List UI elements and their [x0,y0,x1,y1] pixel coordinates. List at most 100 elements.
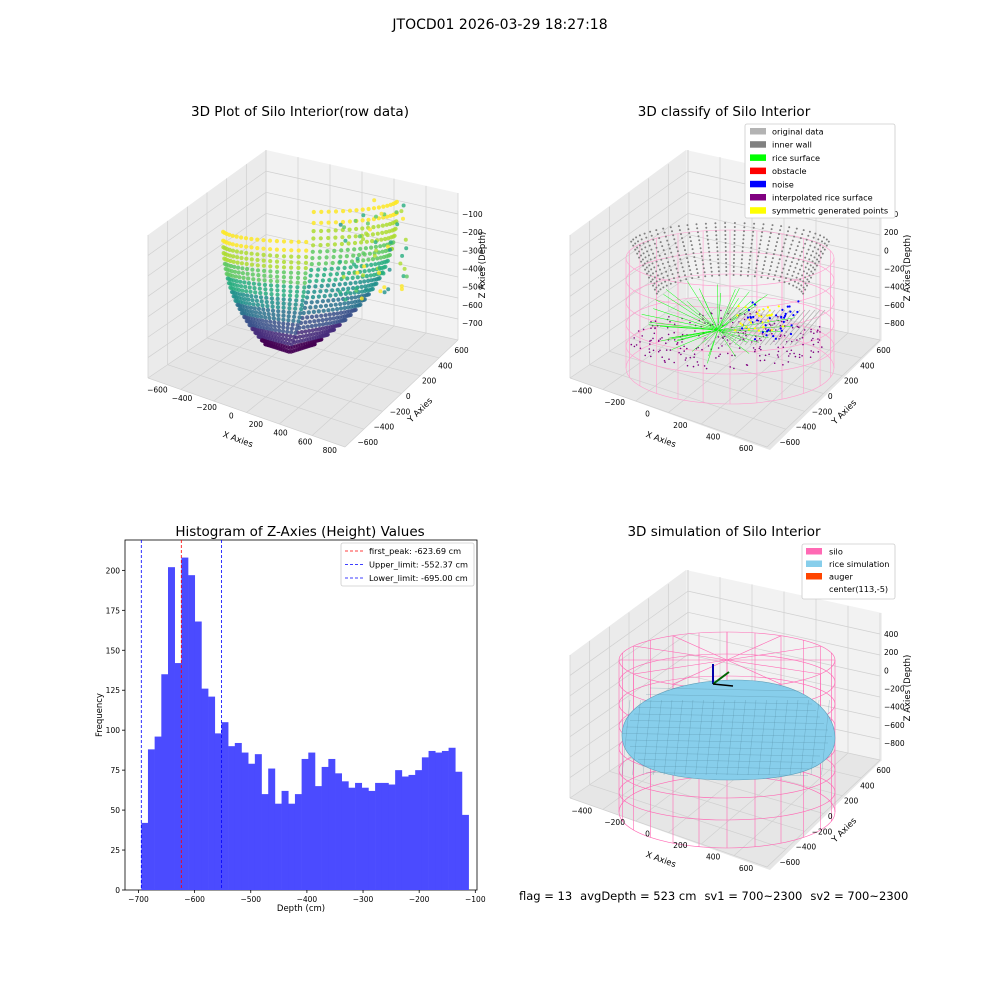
panel2-noise-point [774,337,778,340]
panel1-data-point [293,302,298,307]
panel1-data-point [304,248,309,253]
panel3-legend-entries: first_peak: -623.69 cm Upper_limit: -552.… [345,546,468,583]
panel2-inner-wall-point [781,250,784,253]
panel2-inner-wall-point [714,222,717,225]
panel1-data-point [321,308,326,313]
panel2-inner-wall-point [733,230,736,232]
panel2-interpolated-point [665,349,668,351]
panel1-data-point [224,271,229,276]
panel2-inner-wall-point [778,279,781,282]
panel2-inner-wall-point [689,236,692,239]
panel2-inner-wall-point [755,263,758,266]
panel2-inner-wall-point [672,234,675,237]
panel1-data-point [361,258,366,263]
panel4-rice-mesh-line [621,733,833,737]
panel2-inner-wall-point [653,266,656,269]
panel4-rice-mesh-line [737,699,746,776]
panel2-inner-wall-point [673,277,675,280]
panel2-inner-wall-point [752,230,755,233]
panel2-inner-wall-point [821,246,824,249]
panel2-rice-surface-line [648,324,719,331]
panel1-data-point [320,299,325,304]
p1-y-tick-label: 600 [454,346,469,355]
panel2-interpolated-point [701,348,703,351]
panel1-data-point [342,310,347,315]
panel1-data-point [315,299,320,304]
panel1-data-point [296,270,301,276]
panel2-inner-wall-point [783,242,786,245]
panel2-inner-wall-point [695,223,698,226]
panel2-interpolated-point [777,315,779,318]
panel1-data-point [401,274,406,279]
panel2-interpolated-point [729,318,732,321]
panel1-data-point [385,203,390,208]
panel1-data-point [236,270,241,275]
panel1-data-point [402,266,407,271]
panel1-data-point [241,292,246,297]
panel2-inner-wall-point [663,231,666,234]
panel2-interpolated-point [659,338,662,340]
panel1-data-point [270,300,275,305]
panel1-data-point [296,239,301,244]
panel4-legend-label: silo [829,547,843,557]
panel1-data-point [328,272,333,277]
panel1-data-point [268,274,273,279]
panel1-data-point [250,272,255,277]
panel1-data-point [366,283,371,288]
panel2-inner-wall-point [764,256,767,259]
panel4-rice-mesh-line [695,699,704,776]
panel1-data-point [383,248,388,254]
panel3-bar [221,722,229,890]
panel1-data-point [308,273,313,278]
panel1-data-point [264,319,269,324]
panel1-data-point [284,337,289,342]
panel2-interpolated-point [639,347,642,350]
panel2-inner-wall-point [765,252,768,255]
p4-y-tick-label: 0 [828,812,833,821]
panel2-noise-point [772,335,775,338]
panel3-bars [141,557,469,890]
panel1-data-point [311,229,316,234]
panel2-interpolated-point [756,340,758,342]
panel2-interpolated-point [754,350,756,353]
panel1-data-point [355,256,360,261]
panel2-interpolated-point [694,330,696,332]
panel1-data-point [322,267,328,272]
panel1-data-point [382,290,387,295]
panel1-data-point [315,273,320,278]
panel1-data-point [288,293,293,298]
panel2-inner-wall-point [650,268,653,271]
panel2-noise-point [796,310,799,314]
panel2-interpolated-point [703,365,706,367]
panel1-data-point [244,256,249,261]
panel2-inner-wall-point [697,235,700,238]
panel1-data-point [358,246,363,251]
panel2-inner-wall-point [656,233,659,236]
panel2-noise-point [781,308,784,311]
panel3-y-ticks: 0 25 50 75 100 125 150 175 200 [106,566,125,895]
p2-x-tick-label: −200 [604,398,625,407]
panel1-data-point [334,271,340,277]
panel1-data-point [360,226,365,231]
panel1-data-point [289,326,295,331]
panel1-data-point [269,327,274,332]
panel3-bar [428,750,436,890]
panel1-data-point [240,271,245,276]
panel1-data-point [354,226,359,232]
panel2-inner-wall-point [793,235,796,238]
panel2-inner-wall-point [725,274,728,276]
panel1-data-point [313,304,318,309]
panel4-z-ticks: 400 200 0 −200 −400 −600 −800 [884,630,905,748]
panel2-interpolated-point [637,330,640,332]
panel2-inner-wall-point [699,247,702,250]
p4-x-tick-label: 0 [645,829,650,838]
panel2-inner-wall-point [795,249,798,252]
panel1-data-point [234,234,239,239]
panel2-interpolated-point [821,346,823,348]
panel2-inner-wall-point [781,271,784,274]
panel2-symmetric-point [737,305,740,308]
panel2-inner-wall-point [732,274,735,276]
panel2-inner-wall-point [715,230,717,233]
panel2-inner-wall-point [748,258,751,261]
